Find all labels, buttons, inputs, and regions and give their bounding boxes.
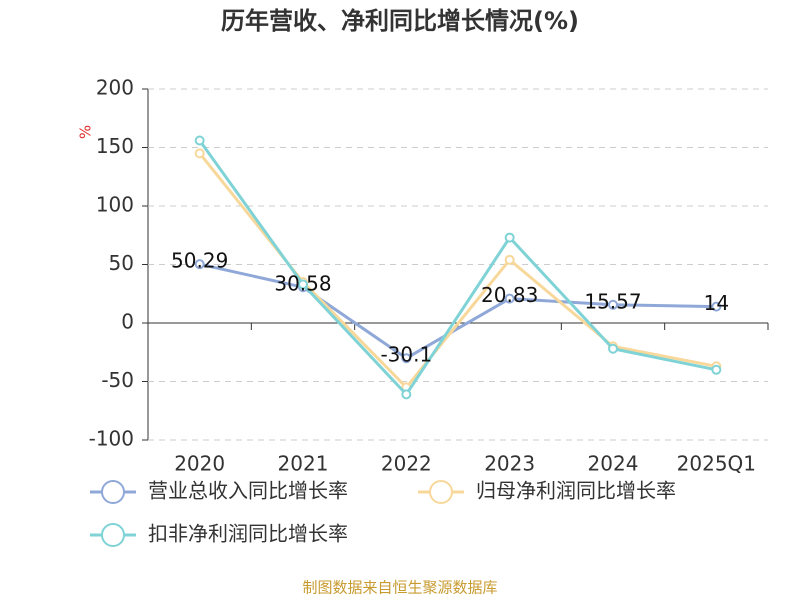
point [504, 254, 515, 265]
data-label: 30.58 [274, 272, 331, 296]
point [194, 135, 205, 146]
x-tick-label: 2022 [381, 452, 432, 476]
x-tick-label: 2024 [588, 452, 639, 476]
point [711, 364, 722, 375]
data-label: 20.83 [481, 283, 538, 307]
point [401, 389, 412, 400]
point [711, 301, 722, 312]
point [608, 299, 618, 310]
legend-marker [429, 480, 453, 504]
series-line [198, 152, 717, 390]
legend-label: 归母净利润同比增长率 [476, 479, 676, 503]
legend-marker [101, 523, 125, 547]
y-tick-label: 200 [96, 76, 134, 100]
x-tick-label: 2020 [174, 452, 225, 476]
y-tick-label: -50 [101, 368, 134, 392]
y-axis-label: % [77, 125, 95, 139]
data-label: 15.57 [584, 289, 641, 313]
point [504, 232, 515, 243]
point [401, 353, 412, 364]
y-tick-label: 150 [96, 134, 134, 158]
x-tick-label: 2023 [484, 452, 535, 476]
source-note: 制图数据来自恒生聚源数据库 [302, 579, 497, 597]
point [194, 148, 205, 159]
y-tick-label: 50 [109, 251, 134, 275]
point [298, 279, 308, 290]
y-tick-label: 0 [121, 310, 134, 334]
x-tick-label: 2021 [278, 452, 329, 476]
y-tick-label: -100 [89, 427, 134, 451]
point [608, 343, 618, 354]
y-tick-label: 100 [96, 193, 134, 217]
point [504, 293, 515, 304]
chart-title: 历年营收、净利同比增长情况(%) [221, 7, 579, 35]
point [194, 259, 205, 270]
data-label: 14 [704, 291, 729, 315]
series-line [199, 262, 717, 360]
series-line [198, 139, 717, 397]
legend-label: 扣非净利润同比增长率 [148, 522, 348, 546]
x-tick-label: 2025Q1 [677, 452, 756, 476]
legend-label: 营业总收入同比增长率 [148, 479, 348, 503]
legend-marker [101, 480, 125, 504]
data-label: -30.1 [380, 343, 432, 367]
data-label: 50.29 [171, 249, 228, 273]
